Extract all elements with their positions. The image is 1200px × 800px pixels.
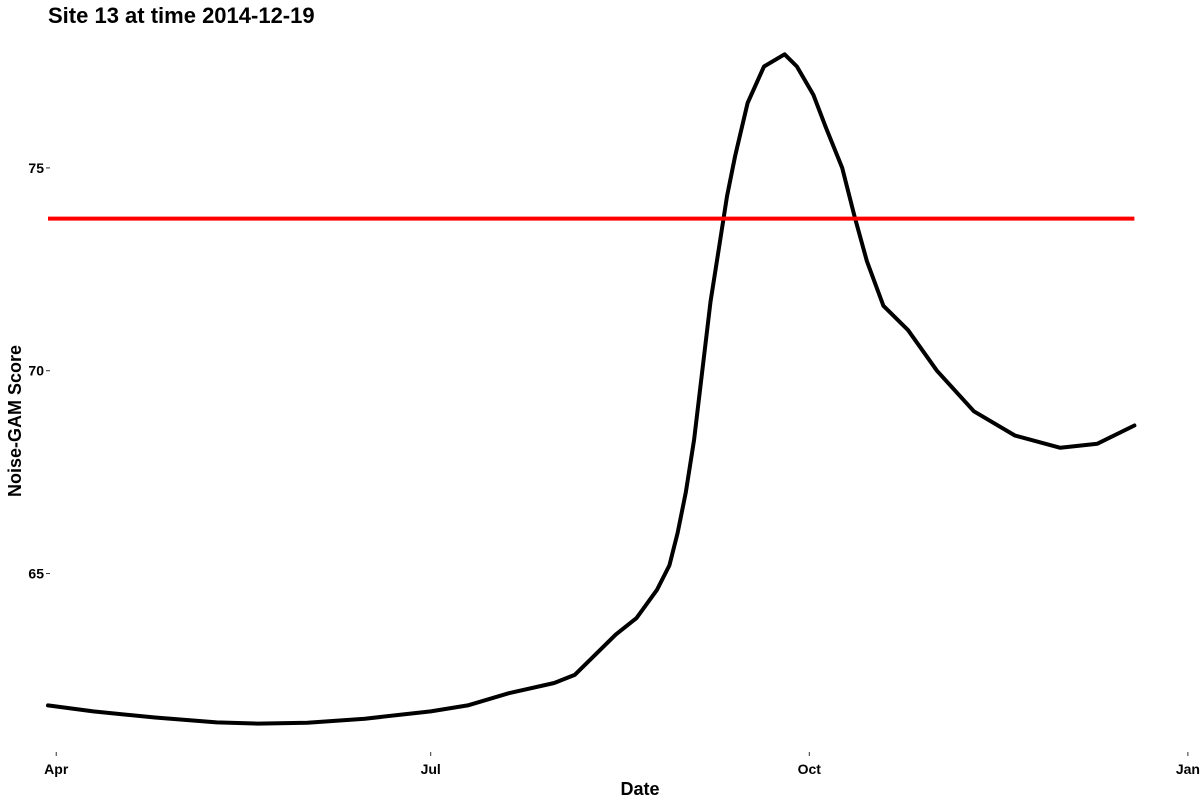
y-axis-title: Noise-GAM Score: [5, 345, 25, 497]
x-tick-label: Apr: [44, 761, 69, 777]
x-tick-label: Jan: [1176, 761, 1200, 777]
chart-title: Site 13 at time 2014-12-19: [48, 3, 315, 28]
y-tick-label: 75: [28, 160, 44, 176]
x-axis-title: Date: [620, 779, 659, 799]
y-tick-label: 70: [28, 363, 44, 379]
series-line: [46, 52, 1137, 726]
y-tick-label: 65: [28, 566, 44, 582]
x-tick-label: Oct: [798, 761, 822, 777]
x-tick-label: Jul: [421, 761, 441, 777]
